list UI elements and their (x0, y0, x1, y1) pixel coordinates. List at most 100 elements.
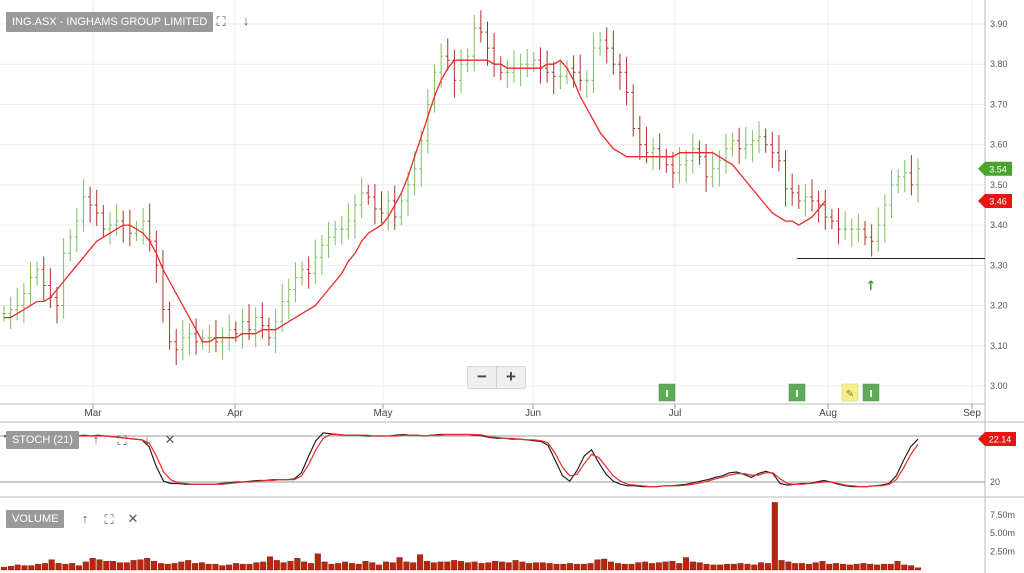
volume-bar (512, 560, 519, 571)
volume-tick-label: 2.50m (990, 547, 1015, 557)
price-bar (803, 184, 808, 217)
volume-bar (137, 559, 144, 571)
price-bar (41, 256, 46, 301)
price-panel-title[interactable]: ING.ASX - INGHAMS GROUP LIMITED (6, 12, 214, 32)
price-bar (617, 53, 622, 90)
volume-panel-title[interactable]: VOLUME (6, 510, 65, 528)
volume-bar (676, 563, 683, 571)
price-bar (15, 287, 20, 321)
volume-bar (96, 559, 103, 571)
volume-bar (771, 502, 778, 571)
price-bar (518, 53, 523, 86)
volume-bar (451, 560, 458, 571)
volume-bar (553, 563, 560, 571)
volume-bar (901, 564, 908, 571)
stoch-value-label-bg (978, 432, 1016, 446)
close-icon[interactable]: ✕ (127, 511, 139, 526)
volume-bar (853, 563, 860, 571)
move-up-icon[interactable]: ↑ (92, 432, 100, 447)
maximize-icon[interactable]: ⛶ (104, 512, 114, 527)
volume-tick-label: 5.00m (990, 528, 1015, 538)
volume-bar (191, 563, 198, 571)
month-tick-label: Aug (819, 408, 837, 419)
month-tick-label: Sep (963, 408, 981, 419)
price-bar (28, 262, 33, 307)
price-bar (730, 132, 735, 157)
price-bar (425, 89, 430, 154)
volume-bar (246, 563, 253, 571)
price-tick-label: 3.10 (990, 341, 1008, 351)
volume-bar (355, 563, 362, 571)
volume-bar (335, 563, 342, 571)
volume-bar (689, 561, 696, 571)
volume-bar (69, 563, 76, 571)
price-bar (531, 52, 536, 73)
volume-bar (799, 563, 806, 571)
volume-bar (362, 561, 369, 571)
price-bar (180, 320, 185, 361)
volume-bar (110, 561, 117, 571)
volume-bar (730, 563, 737, 571)
event-marker-box (788, 383, 806, 402)
volume-bar (478, 563, 485, 571)
volume-bar (635, 562, 642, 571)
move-up-icon[interactable]: ↑ (81, 511, 89, 526)
event-marker[interactable]: I (788, 383, 806, 402)
move-down-icon[interactable]: ↓ (242, 13, 250, 28)
volume-bar (417, 554, 424, 571)
volume-bar (642, 561, 649, 571)
stoch-panel-title[interactable]: STOCH (21) (6, 431, 79, 449)
volume-bar (792, 563, 799, 571)
volume-bar (410, 562, 417, 571)
volume-bar (423, 561, 430, 571)
price-bar (2, 305, 6, 322)
volume-bar (860, 563, 867, 571)
price-bar (472, 15, 477, 72)
volume-bar (539, 562, 546, 571)
volume-bar (130, 560, 137, 571)
price-bar (213, 320, 218, 353)
price-bar (266, 317, 271, 346)
price-bar (684, 150, 689, 183)
event-marker[interactable]: I (658, 383, 676, 402)
event-markers[interactable]: I I ✎ I ↑ (658, 279, 880, 402)
price-bar (670, 151, 675, 189)
volume-bar (546, 563, 553, 571)
price-tick-label: 3.70 (990, 99, 1008, 109)
zoom-out-button[interactable]: − (477, 367, 487, 386)
volume-tick-label: 7.50m (990, 510, 1015, 520)
volume-bar (778, 560, 785, 571)
price-bar (511, 50, 516, 83)
zoom-in-button[interactable]: + (496, 367, 525, 388)
price-bar (902, 159, 907, 193)
volume-bar (840, 563, 847, 571)
event-marker[interactable]: I (862, 383, 880, 402)
volume-bar (116, 562, 123, 571)
volume-bar (253, 562, 260, 571)
ma-value-label-bg (978, 193, 1012, 208)
price-bar (54, 287, 59, 324)
price-bar (127, 209, 132, 247)
price-tick-label: 3.40 (990, 220, 1008, 230)
volume-bar (198, 562, 205, 571)
price-bar (253, 307, 258, 348)
price-bar (843, 211, 848, 240)
event-marker-box (658, 383, 676, 402)
price-bar (690, 133, 695, 174)
maximize-icon[interactable]: ⛶ (117, 433, 127, 448)
price-bar (445, 38, 450, 71)
price-bar (366, 184, 371, 205)
close-icon[interactable]: ✕ (164, 432, 176, 447)
maximize-icon[interactable]: ⛶ (216, 14, 226, 29)
move-down-icon[interactable]: ↓ (143, 432, 151, 447)
price-tick-label: 3.20 (990, 301, 1008, 311)
volume-bar (226, 564, 233, 571)
price-bar (558, 61, 563, 90)
price-bar (896, 168, 901, 193)
price-bar (419, 130, 424, 187)
event-marker[interactable]: ✎ (841, 383, 859, 402)
volume-bar (492, 561, 499, 571)
ma-value-label-text: 3.46 (989, 196, 1007, 206)
volume-bar (464, 562, 471, 571)
